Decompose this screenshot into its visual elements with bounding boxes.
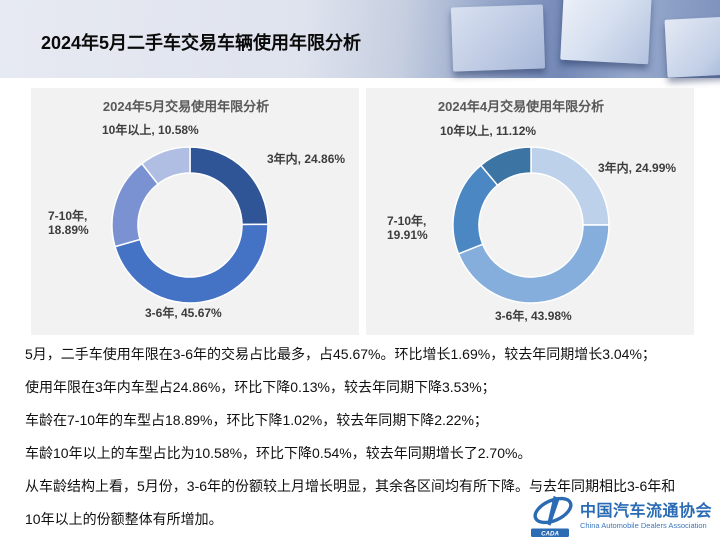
header-decoration-cube xyxy=(450,4,546,72)
slice-label: 3-6年, 43.98% xyxy=(495,309,572,323)
donut-slice-10年以上 xyxy=(141,146,191,185)
cada-logo-icon: CADA xyxy=(530,496,573,538)
analysis-line: 车龄10年以上的车型占比为10.58%，环比下降0.54%，较去年同期增长了2.… xyxy=(25,445,532,461)
donut-chart-may xyxy=(111,146,269,304)
slice-label: 10年以上, 10.58% xyxy=(102,123,199,137)
cada-logo-text: 中国汽车流通协会 China Automobile Dealers Associ… xyxy=(579,502,712,531)
analysis-text: 5月，二手车使用年限在3-6年的交易占比最多，占45.67%。环比增长1.69%… xyxy=(25,346,703,540)
slice-label: 3年内, 24.86% xyxy=(267,152,346,166)
slice-label: 3年内, 24.99% xyxy=(598,161,677,175)
header-banner: 2024年5月二手车交易车辆使用年限分析 xyxy=(0,0,720,78)
donut-chart-april xyxy=(452,146,610,304)
donut-slice-3年内 xyxy=(530,146,610,226)
donut-slice-3-6年 xyxy=(114,223,269,304)
analysis-line: 10年以上的份额整体有所增加。 xyxy=(25,511,223,527)
chart-panel-april: 2024年4月交易使用年限分析 10年以上, 11.12% 3年内, 24.99… xyxy=(366,88,694,335)
donut-slice-10年以上 xyxy=(480,146,532,186)
slice-label: 3-6年, 45.67% xyxy=(145,306,222,320)
slice-label: 10年以上, 11.12% xyxy=(440,124,537,138)
slice-label: 7-10年, 18.89% xyxy=(48,209,89,237)
analysis-line: 车龄在7-10年的车型占18.89%，环比下降1.02%，较去年同期下降2.22… xyxy=(25,412,488,428)
cada-logo-en: China Automobile Dealers Association xyxy=(579,521,707,531)
donut-slice-3-6年 xyxy=(457,224,610,304)
header-decoration-cube xyxy=(560,0,652,65)
donut-slice-3年内 xyxy=(189,146,269,226)
slice-label: 7-10年, 19.91% xyxy=(387,214,428,242)
donut-slice-7-10年 xyxy=(452,164,499,255)
analysis-line: 使用年限在3年内车型占24.86%，环比下降0.13%，较去年同期下降3.53%… xyxy=(25,379,496,395)
header-decoration-cube xyxy=(664,16,720,78)
svg-text:CADA: CADA xyxy=(541,531,559,538)
cada-logo: CADA 中国汽车流通协会 China Automobile Dealers A… xyxy=(527,496,712,538)
cada-logo-cn: 中国汽车流通协会 xyxy=(579,502,712,520)
chart-title: 2024年4月交易使用年限分析 xyxy=(437,99,605,114)
analysis-line: 从车龄结构上看，5月份，3-6年的份额较上月增长明显，其余各区间均有所下降。与去… xyxy=(25,478,676,494)
page-title: 2024年5月二手车交易车辆使用年限分析 xyxy=(41,33,362,53)
analysis-line: 5月，二手车使用年限在3-6年的交易占比最多，占45.67%。环比增长1.69%… xyxy=(25,346,656,362)
chart-title: 2024年5月交易使用年限分析 xyxy=(102,99,270,114)
chart-panel-may: 2024年5月交易使用年限分析 10年以上, 10.58% 3年内, 24.86… xyxy=(31,88,359,335)
